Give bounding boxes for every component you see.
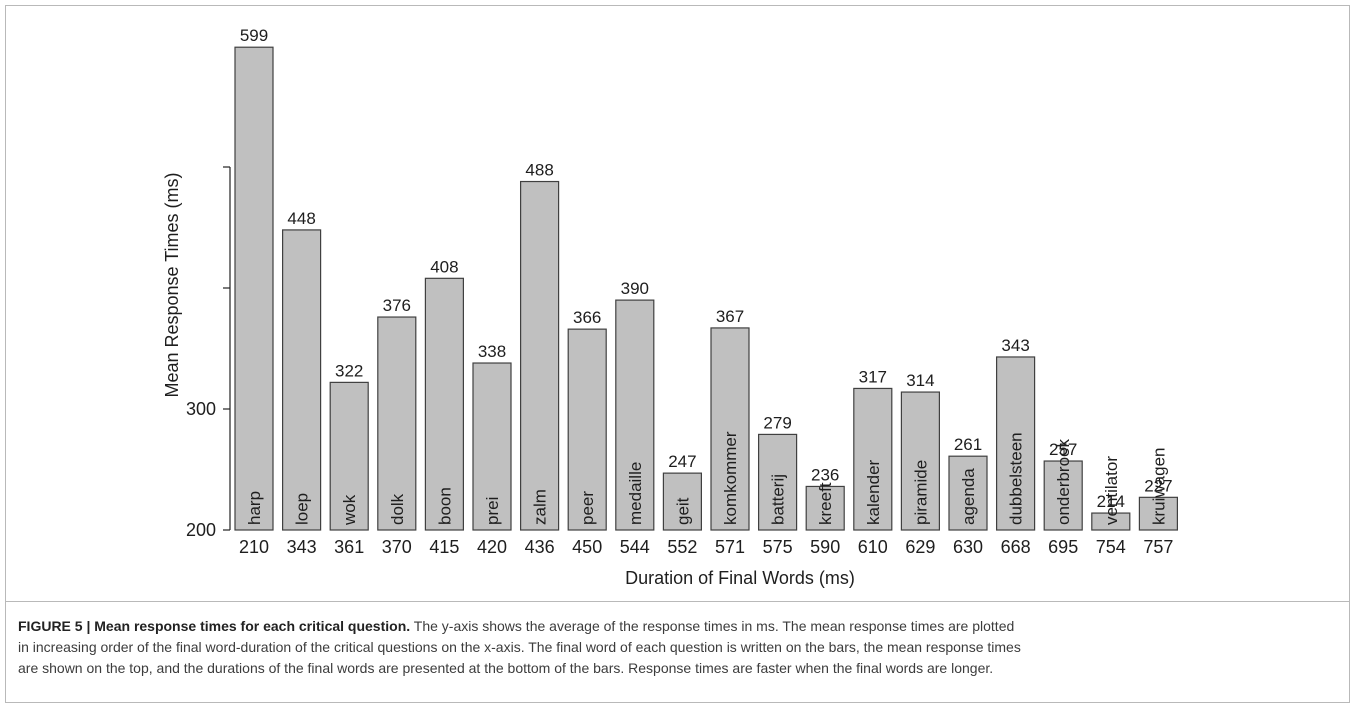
bar-word-label: kreeft [816,482,835,525]
bar [805,485,845,531]
bar [1138,496,1179,531]
bar [472,362,512,531]
x-tick-label: 420 [477,537,507,557]
bar-value-label: 367 [716,307,744,326]
bar-word-label: dolk [388,493,407,525]
caption-line-2: in increasing order of the final word-du… [18,639,1021,655]
bar [995,356,1036,531]
bar [615,299,655,531]
x-tick-label: 361 [334,537,364,557]
bar-value-label: 408 [430,257,458,276]
caption-divider [5,601,1350,602]
bar-word-label: medaille [626,462,645,525]
bar-value-label: 343 [1001,336,1029,355]
bar-word-label: loep [293,493,312,525]
bar-chart: 200 300 599 harp 210 448 loep 343 322 wok 361 376 d… [162,26,1179,588]
bar-value-label: 322 [335,361,363,380]
bar-value-label: 317 [859,367,887,386]
caption-line-3: are shown on the top, and the durations … [18,660,994,676]
x-tick-label: 754 [1096,537,1126,557]
x-axis-label: Duration of Final Words (ms) [625,568,855,588]
x-tick-label: 210 [239,537,269,557]
x-tick-label: 343 [287,537,317,557]
bar-value-label: 314 [906,371,934,390]
x-tick-label: 757 [1143,537,1173,557]
x-tick-label: 610 [858,537,888,557]
x-tick-label: 571 [715,537,745,557]
bar-value-label: 390 [621,279,649,298]
bar [377,316,417,531]
bar-value-label: 261 [954,435,982,454]
x-tick-label: 552 [667,537,697,557]
bar [757,433,798,531]
x-tick-label: 415 [429,537,459,557]
bar-word-label: peer [578,491,597,525]
bar [900,391,941,531]
bar-word-label: batterij [769,474,788,525]
x-tick-label: 450 [572,537,602,557]
bar-word-label: agenda [959,468,978,525]
bar-word-label: ventilator [1102,456,1121,525]
bar [1091,512,1131,531]
bar-value-label: 599 [240,26,268,45]
bar-value-label: 448 [287,209,315,228]
bar [567,328,607,531]
x-tick-label: 668 [1001,537,1031,557]
figure-caption: FIGURE 5 | Mean response times for each … [18,616,1338,679]
y-tick-label: 200 [186,520,216,540]
x-tick-label: 695 [1048,537,1078,557]
bar-word-label: dubbelsteen [1007,432,1026,525]
bar-word-label: komkommer [721,431,740,525]
bar [948,455,988,531]
bar [662,472,703,531]
bar [710,327,750,531]
bar-word-label: boon [435,487,454,525]
y-axis-label: Mean Response Times (ms) [162,172,182,397]
bar-value-label: 247 [668,452,696,471]
bar [1043,460,1083,531]
bar-value-label: 214 [1097,492,1125,511]
y-tick-label: 300 [186,399,216,419]
caption-label: FIGURE 5 | Mean response times for each … [18,618,411,634]
bars-group: 599 harp 210 448 loep 343 322 wok 361 376 dolk 370 4… [234,26,1179,557]
bar [853,387,893,531]
bar-word-label: piramide [911,460,930,525]
y-axis: 200 300 [186,166,231,540]
bar-value-label: 236 [811,465,839,484]
bar-word-label: prei [483,497,502,525]
bar-value-label: 338 [478,342,506,361]
bar-value-label: 376 [383,296,411,315]
x-tick-label: 630 [953,537,983,557]
bar [282,229,322,531]
bar-word-label: geit [673,497,692,525]
bar-word-label: wok [340,494,359,526]
x-tick-label: 436 [525,537,555,557]
bar-value-label: 366 [573,308,601,327]
bar [424,277,464,531]
x-tick-label: 590 [810,537,840,557]
x-tick-label: 629 [905,537,935,557]
figure-frame [5,5,1350,703]
x-tick-label: 544 [620,537,650,557]
bar-word-label: kruiwagen [1149,448,1168,526]
x-tick-label: 575 [763,537,793,557]
bar [234,46,274,531]
bar-word-label: onderbroek [1054,438,1073,525]
caption-line-1: FIGURE 5 | Mean response times for each … [18,616,1338,637]
bar-value-label: 257 [1049,440,1077,459]
x-tick-label: 370 [382,537,412,557]
bar-word-label: harp [245,491,264,525]
bar-value-label: 227 [1144,476,1172,495]
bar-value-label: 488 [525,161,553,180]
bar [329,381,369,531]
bar [519,180,560,531]
bar-word-label: kalender [864,459,883,525]
bar-value-label: 279 [763,413,791,432]
caption-text-1: The y-axis shows the average of the resp… [410,618,1015,634]
bar-word-label: zalm [531,489,550,525]
